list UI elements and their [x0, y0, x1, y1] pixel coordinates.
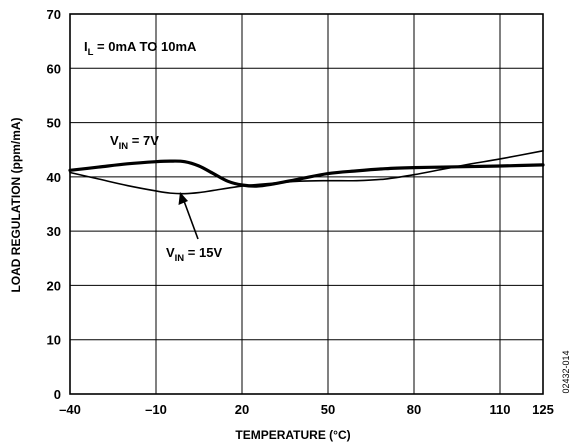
y-tick-labels: 0 10 20 30 40 50 60 70 — [47, 7, 61, 402]
y-tick-label: 20 — [47, 278, 61, 293]
y-tick-label: 0 — [54, 387, 61, 402]
figure-id: 02432-014 — [561, 350, 571, 393]
y-tick-label: 60 — [47, 61, 61, 76]
x-axis-title: TEMPERATURE (°C) — [235, 428, 350, 442]
series-layer — [68, 150, 545, 195]
x-tick-label: 20 — [235, 402, 249, 417]
y-axis-title: LOAD REGULATION (ppm/mA) — [9, 117, 23, 292]
y-tick-label: 10 — [47, 333, 61, 348]
y-tick-label: 40 — [47, 170, 61, 185]
x-tick-label: 80 — [407, 402, 421, 417]
pointer-arrow-head — [178, 192, 188, 205]
series-label-7v: VIN = 7V — [110, 133, 159, 152]
pointer-arrow-shaft — [183, 200, 199, 240]
x-tick-label: 125 — [532, 402, 554, 417]
x-tick-labels: –40 –10 20 50 80 110 125 — [59, 402, 554, 417]
grid-lines — [70, 14, 543, 394]
x-tick-label: –40 — [59, 402, 81, 417]
series-line-vin-7v — [68, 159, 545, 188]
x-tick-label: 50 — [321, 402, 335, 417]
condition-annotation: IL = 0mA TO 10mA — [84, 39, 197, 58]
x-tick-label: 110 — [490, 402, 511, 417]
y-tick-label: 70 — [47, 7, 61, 22]
series-label-15v: VIN = 15V — [166, 245, 222, 264]
y-tick-label: 50 — [47, 116, 61, 131]
y-tick-label: 30 — [47, 224, 61, 239]
plot-frame — [69, 13, 544, 395]
x-tick-label: –10 — [145, 402, 167, 417]
series-line-vin-15v — [69, 150, 544, 195]
